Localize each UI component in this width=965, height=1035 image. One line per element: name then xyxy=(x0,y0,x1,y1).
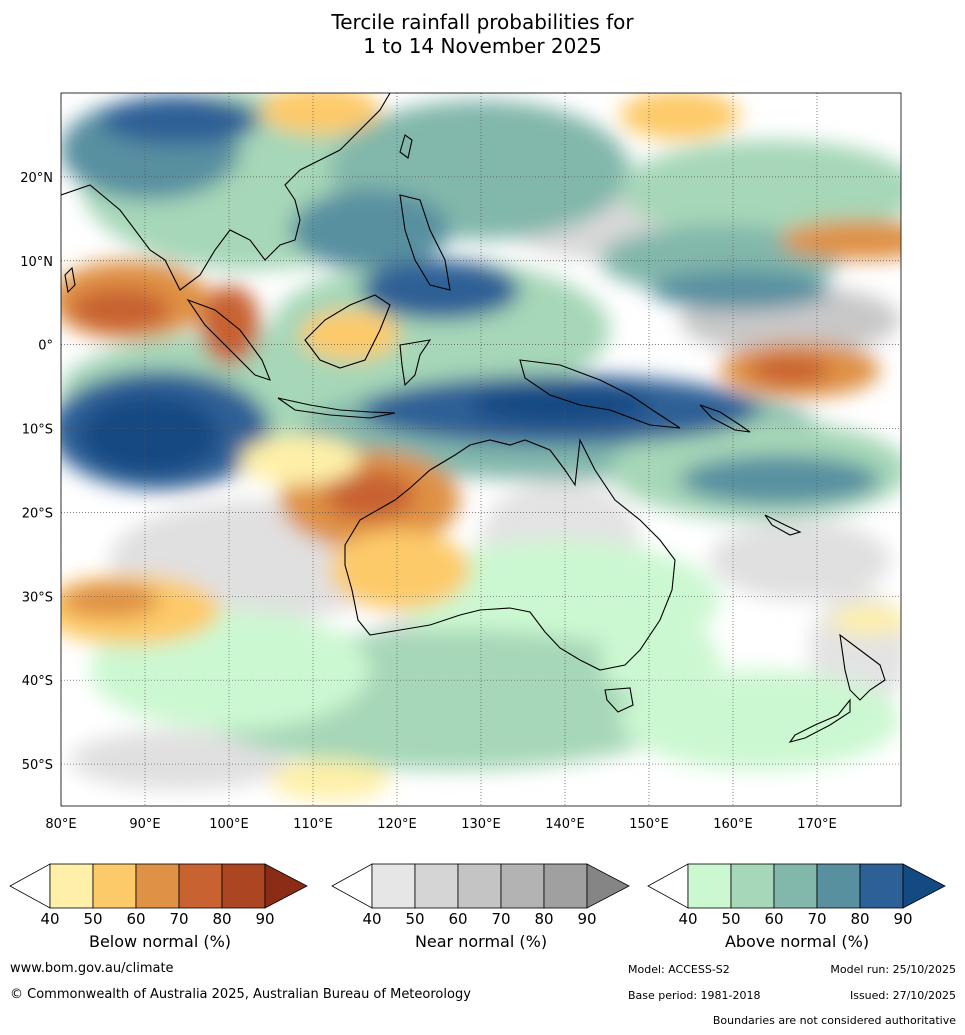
boundaries-disclaimer: Boundaries are not considered authoritat… xyxy=(712,1014,956,1027)
model-name: Model: ACCESS-S2 xyxy=(628,963,730,976)
new-guinea-coastline xyxy=(519,359,681,429)
australia-coastline xyxy=(344,438,676,671)
solomon-islands-coastline xyxy=(699,404,751,433)
map-frame xyxy=(60,92,902,807)
sumatra-coastline xyxy=(186,298,271,381)
longitude-label: 90°E xyxy=(129,817,160,832)
latitude-label: 20°N xyxy=(20,171,53,186)
latitude-label: 0° xyxy=(38,339,53,354)
longitude-labels: 80°E 90°E 100°E 110°E 120°E 130°E 140°E 150°E 16… xyxy=(45,817,836,832)
colorbar-tick-label: 70 xyxy=(169,910,188,925)
longitude-label: 120°E xyxy=(377,817,417,832)
colorbar-tick-label: 40 xyxy=(362,910,381,925)
borneo-coastline xyxy=(304,294,391,369)
colorbar-tick-label: 50 xyxy=(721,910,740,925)
new-zealand-north-coastline xyxy=(839,633,886,701)
colorbar-over-triangle xyxy=(902,863,946,909)
new-zealand-south-coastline xyxy=(788,698,851,743)
sri-lanka-coastline xyxy=(64,266,76,294)
latitude-label: 10°S xyxy=(22,423,53,438)
graticule xyxy=(61,93,901,806)
colorbar-under-triangle xyxy=(647,863,689,909)
colorbar-tick-label: 60 xyxy=(448,910,467,925)
colorbar-tick-label: 60 xyxy=(764,910,783,925)
base-period: Base period: 1981-2018 xyxy=(628,989,761,1002)
philippines-coastline xyxy=(399,194,451,291)
longitude-label: 80°E xyxy=(45,817,76,832)
longitude-label: 140°E xyxy=(545,817,585,832)
new-caledonia-coastline xyxy=(764,514,802,536)
colorbar-tick-label: 50 xyxy=(83,910,102,925)
colorbar-segment xyxy=(543,863,588,909)
colorbar-segment xyxy=(859,863,904,909)
taiwan-coastline xyxy=(399,134,413,159)
latitude-labels: 20°N 10°N 0° 10°S 20°S 30°S 40°S 50°S xyxy=(20,171,53,773)
asia-coastline xyxy=(61,93,391,291)
latitude-label: 20°S xyxy=(22,506,53,521)
colorbar-over-triangle xyxy=(264,863,308,909)
tasmania-coastline xyxy=(604,687,634,713)
colorbar-segment xyxy=(730,863,775,909)
colorbar-segment xyxy=(457,863,502,909)
latitude-label: 30°S xyxy=(22,590,53,605)
near-normal-label: Near normal (%) xyxy=(414,932,548,951)
probability-field xyxy=(61,93,901,806)
longitude-label: 170°E xyxy=(797,817,837,832)
copyright-text: © Commonwealth of Australia 2025, Austra… xyxy=(10,987,471,1002)
colorbar-tick-label: 40 xyxy=(40,910,59,925)
colorbar-segment xyxy=(178,863,223,909)
latitude-label: 40°S xyxy=(22,674,53,689)
above-normal-colorbar: 40 50 60 70 80 90 xyxy=(647,863,946,925)
near-normal-colorbar: 40 50 60 70 80 90 xyxy=(331,863,630,925)
colorbar-segment xyxy=(92,863,137,909)
map-title: Tercile rainfall probabilities for 1 to … xyxy=(0,10,965,58)
colorbar-segment xyxy=(500,863,545,909)
latitude-label: 50°S xyxy=(22,758,53,773)
longitude-label: 110°E xyxy=(293,817,333,832)
colorbar-over-triangle xyxy=(586,863,630,909)
colorbar-segment xyxy=(773,863,818,909)
latitude-label: 10°N xyxy=(20,255,53,270)
colorbar-under-triangle xyxy=(331,863,373,909)
model-run-date: Model run: 25/10/2025 xyxy=(830,963,956,976)
colorbar-tick-label: 80 xyxy=(534,910,553,925)
colorbar-tick-label: 70 xyxy=(807,910,826,925)
sulawesi-coastline xyxy=(399,339,432,387)
issued-date: Issued: 27/10/2025 xyxy=(849,989,956,1002)
colorbar-segment xyxy=(371,863,416,909)
colorbar-tick-label: 60 xyxy=(126,910,145,925)
title-line-1: Tercile rainfall probabilities for xyxy=(331,10,634,34)
java-coastline xyxy=(277,397,396,419)
colorbar-tick-label: 90 xyxy=(577,910,596,925)
colorbar-segment xyxy=(816,863,861,909)
colorbar-under-triangle xyxy=(9,863,51,909)
colorbar-segment xyxy=(221,863,266,909)
website-link[interactable]: www.bom.gov.au/climate xyxy=(10,961,174,976)
colorbar-tick-label: 90 xyxy=(255,910,274,925)
colorbar-segment xyxy=(414,863,459,909)
probability-map: 20°N 10°N 0° 10°S 20°S 30°S 40°S 50°S 80°E 90°E 1… xyxy=(20,92,902,832)
colorbar-segment xyxy=(687,863,732,909)
colorbar-segment xyxy=(135,863,180,909)
longitude-label: 150°E xyxy=(629,817,669,832)
title-line-2: 1 to 14 November 2025 xyxy=(363,34,602,58)
colorbar-tick-label: 70 xyxy=(491,910,510,925)
longitude-label: 130°E xyxy=(461,817,501,832)
colorbar-tick-label: 80 xyxy=(850,910,869,925)
colorbar-tick-label: 90 xyxy=(893,910,912,925)
below-normal-label: Below normal (%) xyxy=(88,932,232,951)
longitude-label: 100°E xyxy=(209,817,249,832)
below-normal-colorbar: 40 50 60 70 80 90 xyxy=(9,863,308,925)
colorbar-tick-label: 50 xyxy=(405,910,424,925)
colorbar-segment xyxy=(49,863,94,909)
coastlines xyxy=(61,93,886,743)
above-normal-label: Above normal (%) xyxy=(724,932,870,951)
colorbar-tick-label: 40 xyxy=(678,910,697,925)
longitude-label: 160°E xyxy=(713,817,753,832)
colorbar-tick-label: 80 xyxy=(212,910,231,925)
